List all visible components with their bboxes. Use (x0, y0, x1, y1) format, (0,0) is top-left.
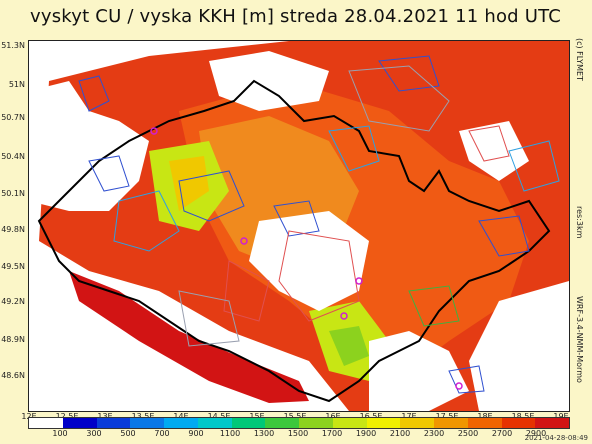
colorbar-label: 2300 (423, 429, 445, 438)
colorbar-label: 2700 (491, 429, 513, 438)
lon-label: 15E (249, 412, 265, 421)
lon-label: 16E (325, 412, 341, 421)
lat-label: 50.1N (1, 189, 25, 198)
colorbar-label: 900 (188, 429, 204, 438)
lon-label: 12.5E (55, 412, 79, 421)
colorbar-label: 2900 (525, 429, 547, 438)
weather-map[interactable] (28, 40, 570, 412)
colorbar-label: 2100 (389, 429, 411, 438)
lat-label: 50.7N (1, 113, 25, 122)
lon-label: 17E (401, 412, 417, 421)
lat-label: 51.3N (1, 41, 25, 50)
lat-label: 49.8N (1, 225, 25, 234)
colorbar-swatch (467, 418, 502, 428)
colorbar-label: 1300 (253, 429, 275, 438)
colorbar-label: 1900 (355, 429, 377, 438)
lon-label: 17.5E (435, 412, 459, 421)
colorbar-swatch (299, 418, 333, 428)
colorbar-swatch (332, 418, 367, 428)
colorbar-swatch (535, 418, 569, 428)
lon-label: 12E (21, 412, 37, 421)
colorbar-swatch (130, 418, 164, 428)
lat-label: 48.9N (1, 335, 25, 344)
map-title: vyskyt CU / vyska KKH [m] streda 28.04.2… (30, 6, 562, 27)
colorbar-swatch (29, 418, 63, 428)
lat-label: 51N (8, 80, 25, 89)
colorbar-label: 2500 (457, 429, 479, 438)
lon-label: 18.5E (511, 412, 535, 421)
colorbar-swatch (231, 418, 266, 428)
colorbar-swatch (265, 418, 299, 428)
model-label: WRF-3.4-NMM-Mormo (575, 296, 584, 383)
lon-label: 16.5E (359, 412, 383, 421)
colorbar-swatch (96, 418, 131, 428)
colorbar-swatch (197, 418, 232, 428)
lat-label: 48.6N (1, 371, 25, 380)
colorbar-swatch (164, 418, 198, 428)
resolution-label: res:3km (575, 206, 584, 239)
lon-label: 13E (97, 412, 113, 421)
lon-label: 15.5E (283, 412, 307, 421)
lon-label: 14.5E (207, 412, 231, 421)
colorbar-label: 500 (120, 429, 136, 438)
colorbar-label: 300 (86, 429, 102, 438)
colorbar (28, 417, 570, 429)
colorbar-swatch (501, 418, 536, 428)
lon-label: 18E (477, 412, 493, 421)
colorbar-swatch (62, 418, 97, 428)
colorbar-label: 100 (52, 429, 68, 438)
colorbar-swatch (434, 418, 468, 428)
credit-label: (c) FLYMET (575, 38, 584, 81)
lat-label: 50.4N (1, 152, 25, 161)
timestamp: 2021-04-28-08:49 (524, 434, 588, 442)
colorbar-label: 700 (154, 429, 170, 438)
colorbar-label: 1500 (287, 429, 309, 438)
lon-label: 14E (173, 412, 189, 421)
colorbar-swatch (366, 418, 401, 428)
lat-label: 49.2N (1, 297, 25, 306)
lat-label: 49.5N (1, 262, 25, 271)
lon-label: 13.5E (131, 412, 155, 421)
lon-label: 19E (553, 412, 569, 421)
colorbar-label: 1100 (219, 429, 241, 438)
colorbar-swatch (400, 418, 434, 428)
colorbar-label: 1700 (321, 429, 343, 438)
